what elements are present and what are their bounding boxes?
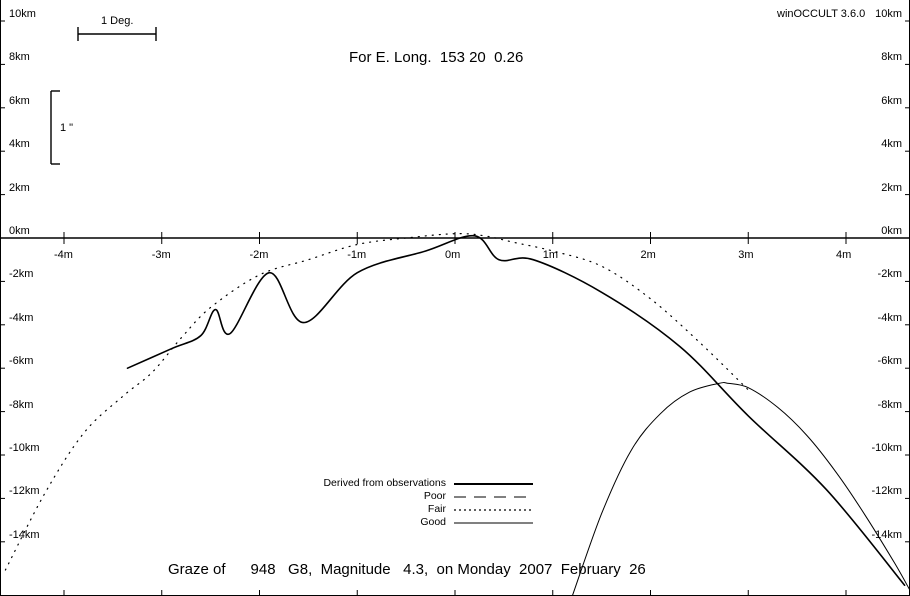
y-tick-label-left: 6km (9, 94, 30, 107)
y-tick-label-right: -4km (877, 311, 902, 324)
series-line-derived-from-observations (126, 234, 906, 586)
y-tick-label-right: 4km (881, 138, 902, 151)
y-tick-label-right: -8km (877, 398, 902, 411)
y-tick-label-left: 8km (9, 51, 30, 64)
y-tick-label-right: 6km (881, 94, 902, 107)
y-tick-label-left: -2km (9, 268, 34, 281)
y-tick-label-left: -8km (9, 398, 34, 411)
x-tick-label: -1m (347, 249, 367, 261)
y-tick-label-left: 2km (9, 181, 30, 194)
y-tick-label-left: -14km (9, 528, 40, 541)
y-tick-label-left: 4km (9, 138, 30, 151)
app-version-label: winOCCULT 3.6.0 (777, 8, 866, 20)
y-tick-label-left: 10km (9, 8, 36, 20)
legend-label: Derived from observations (323, 477, 446, 489)
arcsec-scale-bar (50, 90, 60, 165)
y-tick-label-right: -12km (871, 485, 902, 498)
y-tick-label-right: -14km (871, 528, 902, 541)
y-tick-label-left: -6km (9, 355, 34, 368)
y-tick-label-left: 0km (9, 225, 30, 237)
chart-title: For E. Long. 153 20 0.26 (349, 49, 524, 66)
y-tick-label-right: 10km (875, 8, 902, 20)
arcsec-scale-label: 1 " (60, 122, 74, 134)
degree-scale-label: 1 Deg. (101, 15, 134, 27)
x-tick-label: -2m (249, 249, 269, 261)
y-tick-label-left: -4km (9, 311, 34, 324)
y-tick-label-right: -6km (877, 355, 902, 368)
series-line-fair (4, 233, 749, 571)
x-tick-label: 3m (738, 249, 754, 261)
x-tick-label: -4m (54, 249, 73, 261)
event-footer-title: Graze of 948 G8, Magnitude 4.3, on Monda… (168, 561, 646, 578)
series-line-good (571, 382, 910, 596)
y-tick-label-right: 8km (881, 51, 902, 64)
y-tick-label-right: 2km (881, 181, 902, 194)
legend-label: Fair (427, 503, 446, 515)
legend-label: Poor (423, 490, 446, 502)
y-tick-label-left: -10km (9, 442, 40, 454)
y-tick-label-right: 0km (881, 225, 902, 237)
y-tick-label-right: -2km (877, 268, 902, 281)
legend-label: Good (420, 516, 446, 528)
y-tick-label-right: -10km (871, 442, 902, 454)
x-tick-label: -3m (151, 249, 171, 261)
x-tick-label: 0m (445, 249, 461, 261)
degree-scale-bar (77, 27, 157, 41)
y-tick-label-left: -12km (9, 485, 40, 498)
x-tick-label: 2m (640, 249, 656, 261)
x-tick-label: 4m (836, 249, 852, 261)
x-tick-label: 1m (542, 249, 559, 261)
